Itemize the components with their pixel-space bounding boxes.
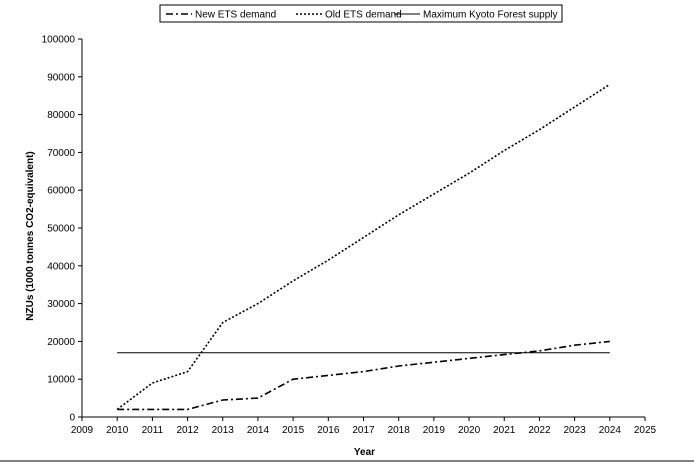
legend-label-2: Old ETS demand [325,10,402,21]
x-tick-label: 2009 [71,425,94,436]
x-tick-label: 2016 [317,425,340,436]
y-tick-label: 100000 [42,35,76,46]
y-tick-label: 70000 [47,148,75,159]
series-lines [116,83,611,411]
x-tick-label: 2011 [142,425,164,436]
x-tick-label: 2023 [564,425,587,436]
legend-box [159,4,563,23]
legend-label-1: New ETS demand [195,10,276,21]
y-tick-label: 80000 [47,110,75,121]
x-tick-label: 2017 [352,425,375,436]
x-tick-label: 2024 [599,425,622,436]
y-tick-label: 60000 [47,186,75,197]
x-tick-label: 2012 [176,425,199,436]
x-tick-label: 2015 [282,425,305,436]
y-tick-label: 30000 [47,299,75,310]
x-axis-title: Year [354,447,375,458]
legend: New ETS demand Old ETS demand Maximum Kyot… [159,4,563,23]
axis-titles: Year NZUs (1000 tonnes CO2-equivalent) [25,151,375,458]
x-tick-label: 2010 [106,425,129,436]
y-tick-label: 20000 [47,337,75,348]
x-tick-label: 2018 [388,425,411,436]
y-tick-label: 50000 [47,224,75,235]
axes: 0 10000 20000 30000 40000 50000 60000 70000 8000… [42,35,657,437]
x-tick-label: 2014 [247,425,270,436]
x-tick-label: 2013 [212,425,235,436]
x-tick-label: 2021 [493,425,516,436]
y-tick-label: 40000 [47,261,75,272]
series-line-2 [116,83,611,411]
y-tick-label: 90000 [47,72,75,83]
series-line-1 [117,340,610,411]
legend-label-3: Maximum Kyoto Forest supply [423,10,558,21]
x-tick-label: 2020 [458,425,481,436]
y-tick-label: 10000 [47,375,75,386]
x-tick-label: 2025 [634,425,657,436]
y-axis-title: NZUs (1000 tonnes CO2-equivalent) [25,151,36,320]
y-tick-label: 0 [69,413,75,424]
x-tick-label: 2019 [423,425,446,436]
x-tick-label: 2022 [528,425,551,436]
